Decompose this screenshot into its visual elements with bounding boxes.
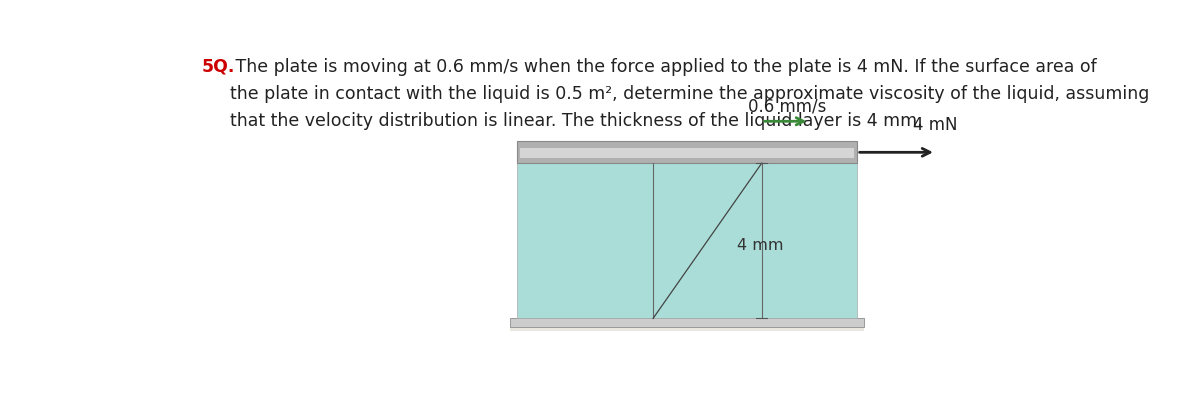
Bar (510, 327, 864, 331)
Bar (510, 318, 864, 327)
Text: 4 mN: 4 mN (912, 116, 958, 134)
Text: 0.6 mm/s: 0.6 mm/s (748, 97, 826, 115)
Bar (520, 148, 854, 158)
Text: 4 mm: 4 mm (737, 238, 784, 253)
Text: The plate is moving at 0.6 mm/s when the force applied to the plate is 4 mN. If : The plate is moving at 0.6 mm/s when the… (230, 58, 1150, 130)
Bar (517, 141, 857, 163)
Text: 5Q.: 5Q. (202, 58, 234, 76)
